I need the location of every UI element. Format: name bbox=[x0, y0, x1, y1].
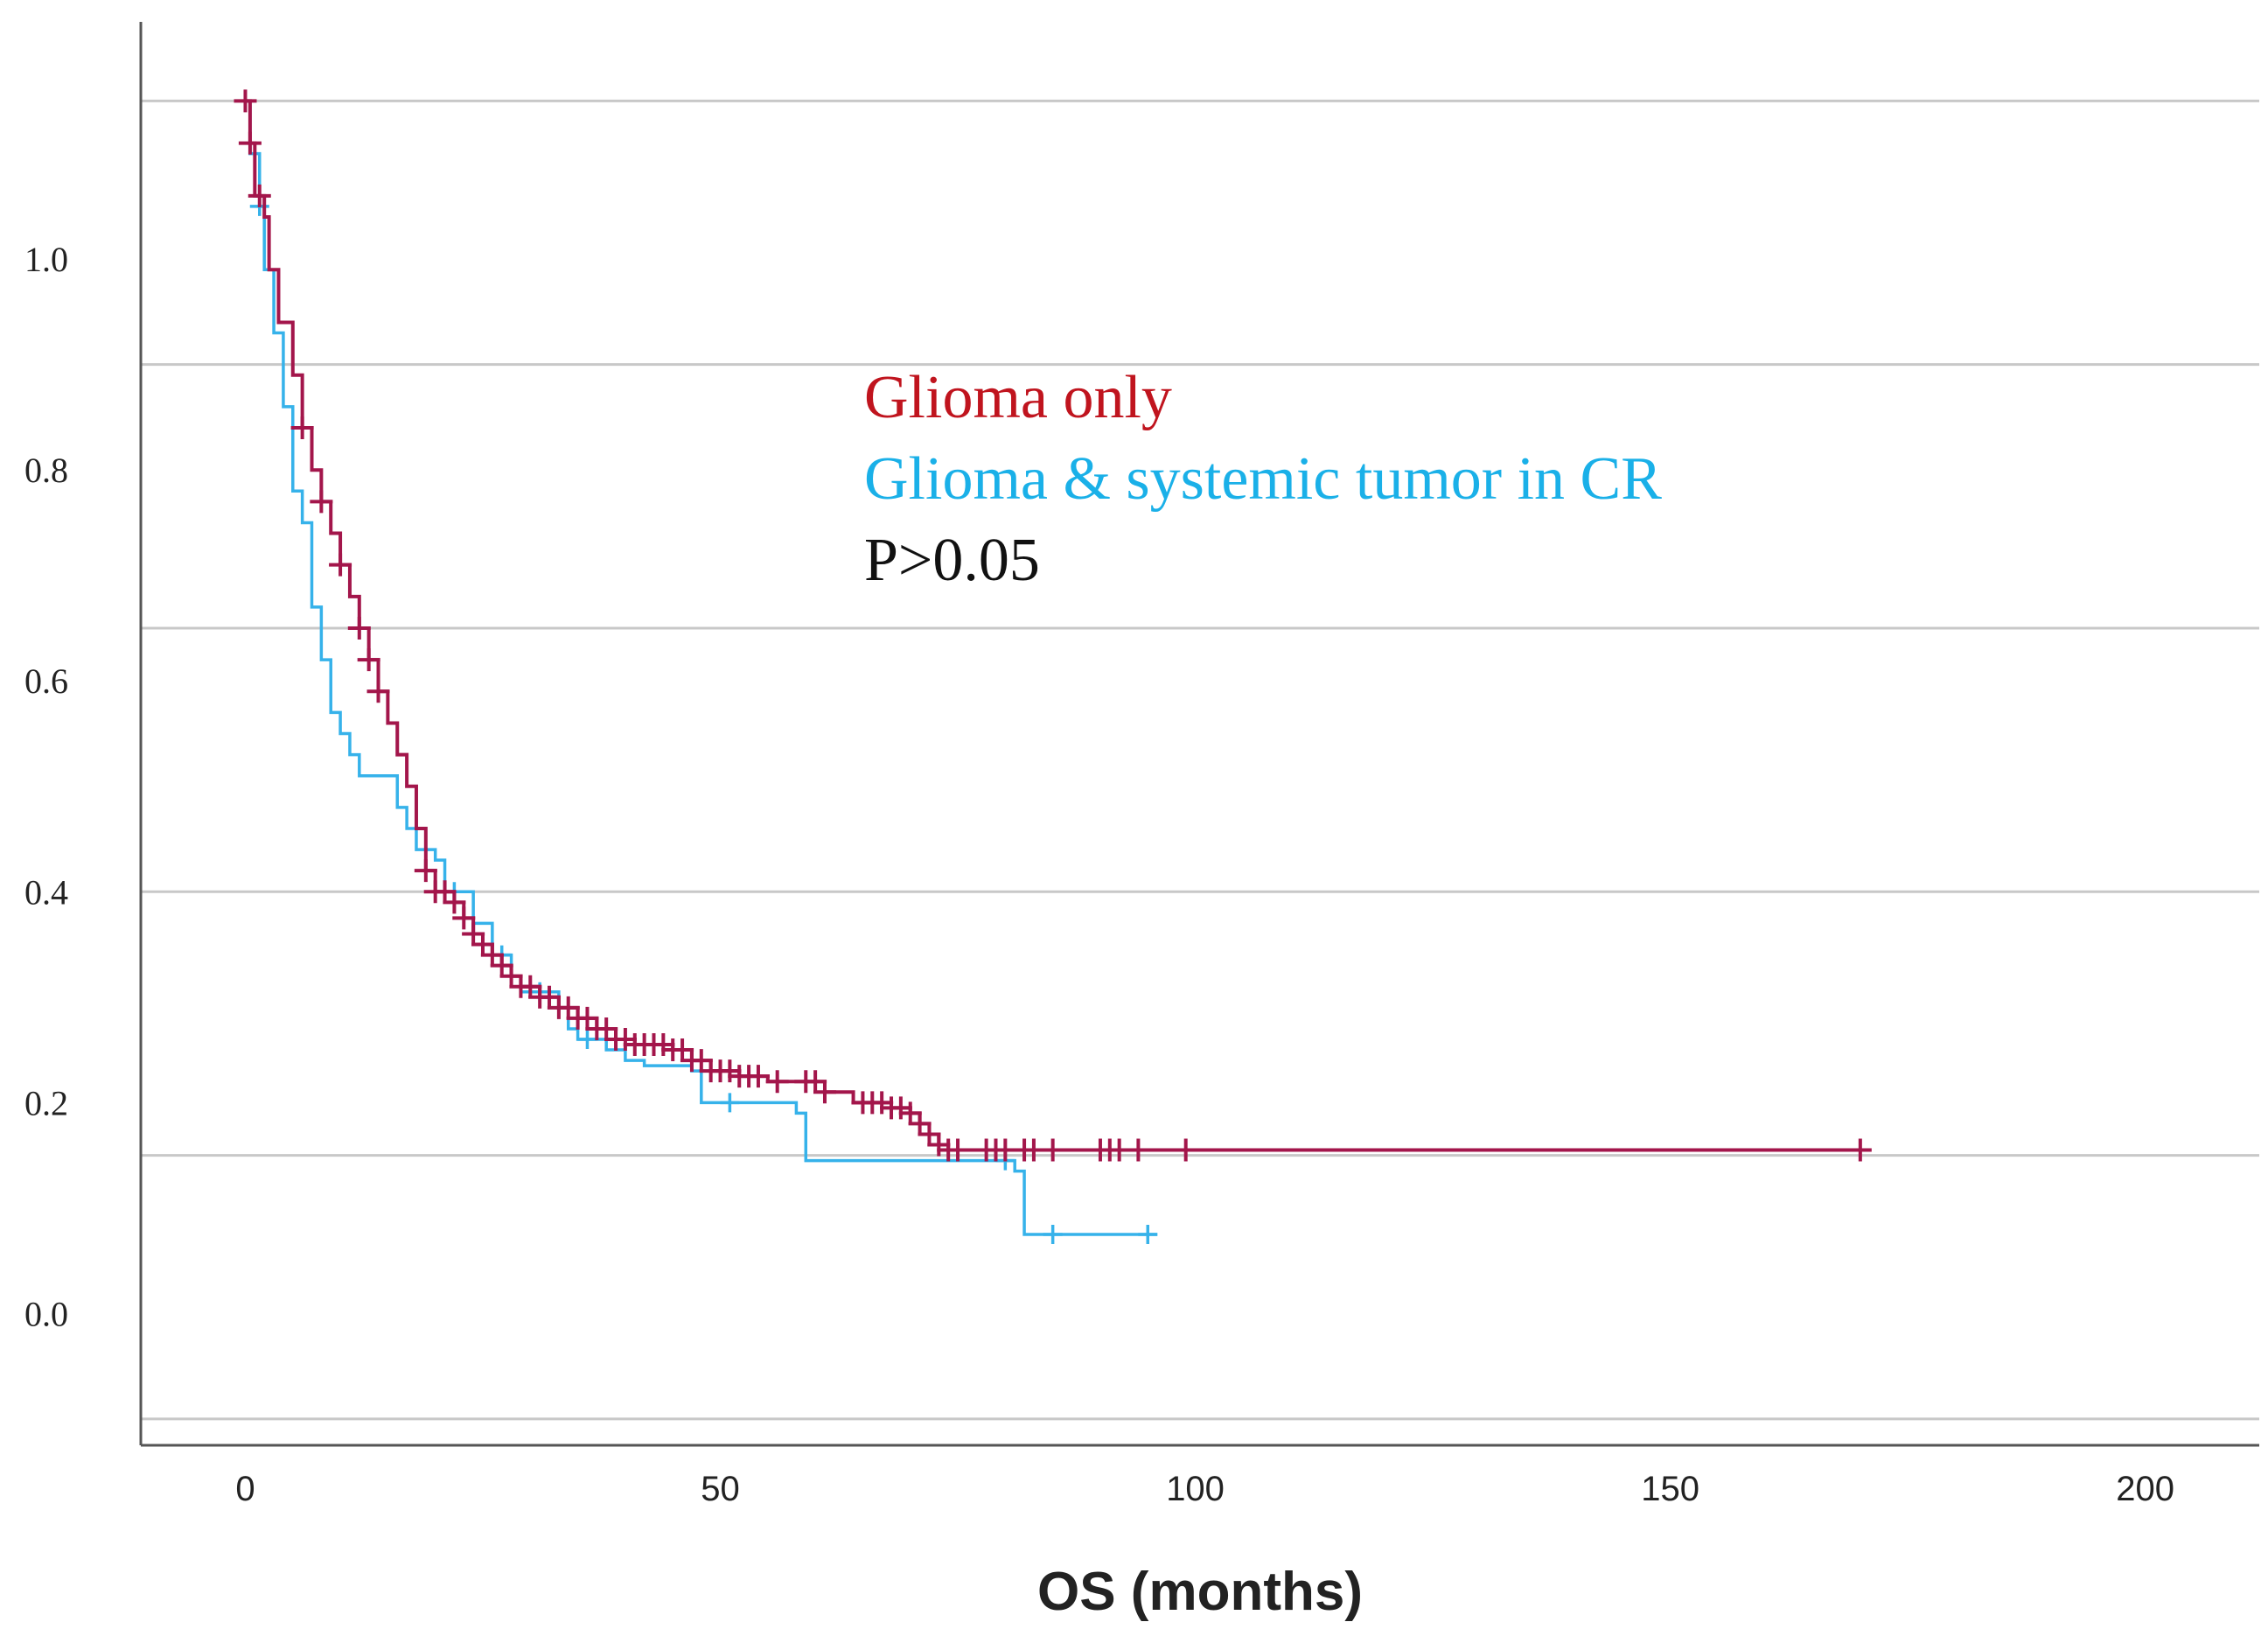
censor-mark bbox=[652, 1033, 675, 1057]
censor-mark bbox=[329, 553, 352, 577]
censor-mark bbox=[471, 933, 494, 956]
censor-mark bbox=[765, 1070, 789, 1094]
censor-mark bbox=[889, 1096, 912, 1120]
censor-mark bbox=[538, 985, 562, 1009]
censor-mark bbox=[366, 680, 390, 703]
censor-mark bbox=[1138, 1224, 1158, 1244]
censor-mark bbox=[357, 648, 380, 672]
censor-mark bbox=[480, 943, 504, 967]
censor-mark bbox=[927, 1133, 951, 1157]
censor-mark bbox=[946, 1138, 970, 1162]
censor-mark bbox=[1043, 1224, 1063, 1244]
x-tick-label: 100 bbox=[1166, 1470, 1225, 1508]
censor-mark bbox=[804, 1070, 827, 1094]
censor-mark bbox=[248, 184, 271, 207]
censor-mark bbox=[499, 964, 523, 988]
censor-mark bbox=[519, 975, 542, 998]
x-axis-label: OS (months) bbox=[1037, 1562, 1363, 1622]
censor-mark bbox=[347, 616, 371, 640]
censor-mark bbox=[462, 922, 485, 946]
y-tick-label: 1.0 bbox=[24, 240, 68, 279]
y-tick-label: 0.4 bbox=[24, 872, 68, 912]
censor-mark bbox=[556, 996, 580, 1019]
censor-mark bbox=[414, 859, 437, 883]
censor-mark bbox=[433, 880, 457, 904]
censor-mark bbox=[898, 1101, 922, 1125]
censor-mark bbox=[613, 1028, 637, 1051]
censor-mark bbox=[490, 954, 513, 977]
x-tick-label: 200 bbox=[2116, 1470, 2174, 1508]
legend-p-value: P>0.05 bbox=[864, 527, 1040, 594]
x-tick-label: 0 bbox=[235, 1470, 255, 1508]
censor-mark bbox=[577, 1030, 597, 1049]
censor-mark bbox=[918, 1122, 941, 1146]
censor-mark bbox=[576, 1006, 599, 1030]
censor-mark bbox=[671, 1038, 694, 1062]
censor-mark bbox=[870, 1091, 894, 1115]
y-tick-label: 0.0 bbox=[24, 1294, 68, 1333]
y-tick-label: 0.6 bbox=[24, 661, 68, 701]
censor-mark bbox=[595, 1017, 618, 1040]
x-tick-labels: 0 50 100 150 200 bbox=[235, 1470, 2174, 1508]
survival-curves bbox=[234, 89, 1872, 1244]
censor-mark bbox=[720, 1093, 740, 1113]
y-tick-labels: 0.0 0.2 0.4 0.6 0.8 1.0 bbox=[24, 240, 68, 1333]
censor-mark bbox=[443, 891, 466, 914]
censor-mark bbox=[1041, 1138, 1064, 1162]
censor-mark bbox=[718, 1059, 742, 1083]
y-tick-label: 0.8 bbox=[24, 451, 68, 490]
censor-mark bbox=[234, 89, 257, 113]
gridlines bbox=[141, 99, 2259, 1421]
censor-mark bbox=[1174, 1138, 1197, 1162]
censor-mark bbox=[1127, 1138, 1150, 1162]
x-tick-label: 150 bbox=[1641, 1470, 1699, 1508]
censor-mark bbox=[452, 906, 476, 930]
legend-glioma-systemic-cr: Glioma & systemic tumor in CR bbox=[864, 445, 1662, 513]
y-tick-label: 0.2 bbox=[24, 1083, 68, 1122]
censor-mark bbox=[1848, 1138, 1872, 1162]
legend-glioma-only: Glioma only bbox=[864, 364, 1172, 431]
censor-mark bbox=[746, 1065, 770, 1088]
censor-mark bbox=[813, 1080, 836, 1104]
censor-mark bbox=[310, 490, 333, 514]
censor-mark bbox=[689, 1049, 713, 1073]
x-tick-label: 50 bbox=[701, 1470, 740, 1508]
survival-curve bbox=[245, 99, 1870, 1152]
censor-mark bbox=[1107, 1138, 1131, 1162]
censor-mark bbox=[1022, 1138, 1045, 1162]
censor-mark bbox=[908, 1112, 932, 1136]
censor-mark bbox=[994, 1138, 1017, 1162]
censor-mark bbox=[290, 416, 314, 439]
censor-mark bbox=[238, 131, 262, 155]
